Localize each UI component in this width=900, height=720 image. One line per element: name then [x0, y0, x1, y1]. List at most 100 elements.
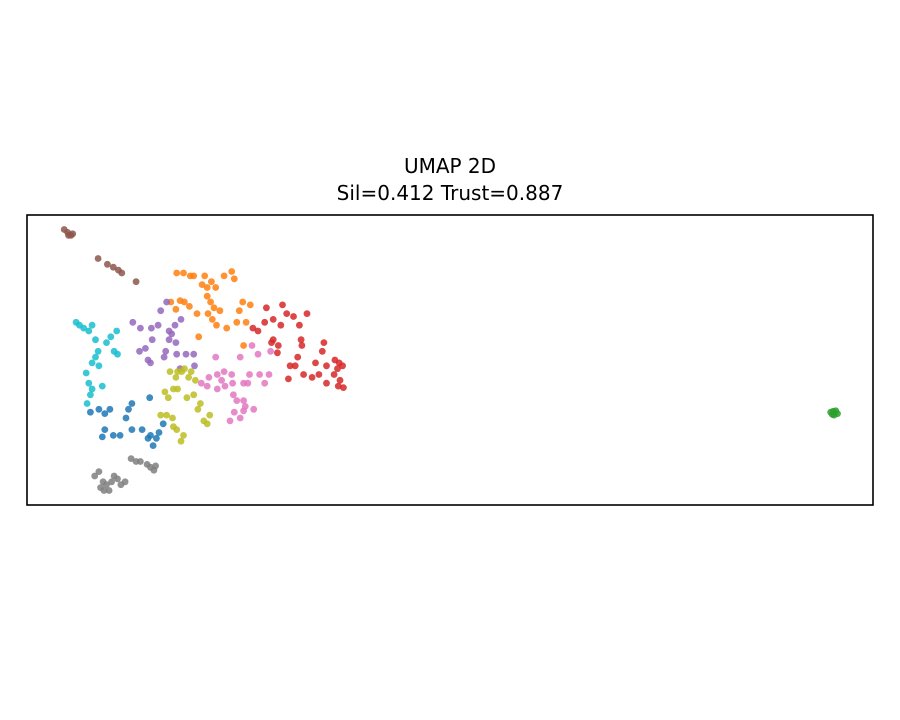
scatter-point — [160, 353, 168, 361]
scatter-point — [308, 374, 316, 381]
chart-subtitle: Sil=0.412 Trust=0.887 — [337, 181, 564, 205]
scatter-point — [283, 310, 291, 317]
scatter-point — [155, 429, 163, 436]
scatter-point — [228, 268, 236, 275]
scatter-point — [181, 298, 188, 306]
scatter-point — [172, 374, 180, 381]
scatter-point — [98, 382, 106, 390]
scatter-point — [147, 359, 154, 367]
scatter-point — [829, 407, 837, 415]
scatter-point — [323, 362, 330, 370]
cluster-1 — [167, 268, 254, 349]
scatter-point — [148, 336, 156, 344]
scatter-point — [125, 405, 132, 413]
scatter-point — [138, 426, 146, 433]
scatter-point — [233, 397, 241, 404]
scatter-point — [226, 417, 234, 425]
scatter-point — [220, 272, 228, 280]
scatter-point — [194, 405, 202, 413]
scatter-point — [94, 347, 102, 355]
scatter-point — [303, 310, 311, 317]
cluster-0 — [87, 394, 167, 449]
scatter-point — [95, 405, 103, 413]
scatter-point — [221, 382, 229, 390]
scatter-point — [113, 327, 121, 335]
scatter-point — [174, 385, 182, 393]
scatter-point — [190, 391, 198, 399]
scatter-point — [190, 272, 198, 280]
scatter-point — [162, 347, 170, 355]
scatter-point — [191, 362, 198, 370]
scatter-point — [203, 420, 211, 428]
scatter-point — [181, 365, 188, 373]
scatter-point — [254, 350, 262, 358]
scatter-point — [163, 298, 171, 306]
cluster-3 — [249, 301, 347, 391]
scatter-point — [210, 304, 218, 312]
scatter-point — [267, 347, 274, 355]
scatter-point — [229, 379, 237, 387]
scatter-point — [205, 374, 213, 381]
scatter-point — [109, 263, 117, 271]
scatter-point — [296, 321, 303, 329]
scatter-point — [173, 269, 181, 277]
cluster-7 — [91, 455, 160, 494]
scatter-point — [197, 379, 205, 387]
scatter-point — [87, 391, 94, 399]
scatter-point — [212, 353, 220, 361]
scatter-point — [286, 362, 294, 370]
scatter-point — [114, 350, 121, 358]
scatter-point — [334, 382, 342, 390]
scatter-point — [223, 324, 231, 332]
scatter-point — [197, 400, 204, 407]
scatter-point — [104, 260, 111, 268]
scatter-point — [228, 371, 236, 378]
cluster-2 — [827, 407, 841, 419]
scatter-point — [114, 475, 121, 483]
scatter-point — [142, 345, 149, 352]
scatter-point — [216, 307, 224, 315]
scatter-point — [190, 350, 198, 358]
scatter-point — [254, 327, 262, 335]
scatter-point — [230, 275, 238, 283]
scatter-point — [92, 336, 99, 344]
cluster-6 — [197, 342, 274, 425]
scatter-point — [213, 385, 221, 393]
scatter-point — [279, 301, 286, 309]
scatter-point — [103, 339, 110, 346]
scatter-point — [298, 342, 306, 349]
scatter-point — [250, 405, 258, 413]
scatter-point — [159, 420, 167, 428]
scatter-point — [315, 371, 323, 378]
scatter-point — [334, 365, 341, 373]
scatter-point — [137, 458, 144, 465]
scatter-point — [180, 432, 187, 439]
scatter-point — [88, 321, 96, 329]
scatter-point — [312, 359, 319, 367]
scatter-point — [256, 371, 263, 378]
scatter-point — [109, 432, 117, 439]
scatter-point — [206, 411, 214, 419]
scatter-point — [263, 304, 270, 312]
scatter-point — [240, 407, 248, 415]
scatter-point — [87, 408, 94, 416]
scatter-points — [60, 226, 841, 494]
scatter-point — [198, 281, 206, 288]
scatter-point — [208, 278, 215, 286]
scatter-point — [65, 231, 72, 239]
scatter-point — [118, 269, 126, 277]
cluster-5 — [60, 226, 140, 286]
scatter-point — [230, 408, 238, 416]
scatter-point — [244, 379, 252, 387]
scatter-point — [220, 368, 228, 375]
scatter-point — [177, 437, 185, 445]
scatter-point — [208, 316, 216, 323]
scatter-point — [274, 342, 282, 349]
scatter-point — [261, 318, 269, 326]
scatter-point — [339, 362, 346, 370]
scatter-point — [163, 411, 171, 419]
scatter-point — [80, 324, 88, 332]
scatter-point — [172, 305, 180, 313]
scatter-point — [182, 350, 190, 358]
